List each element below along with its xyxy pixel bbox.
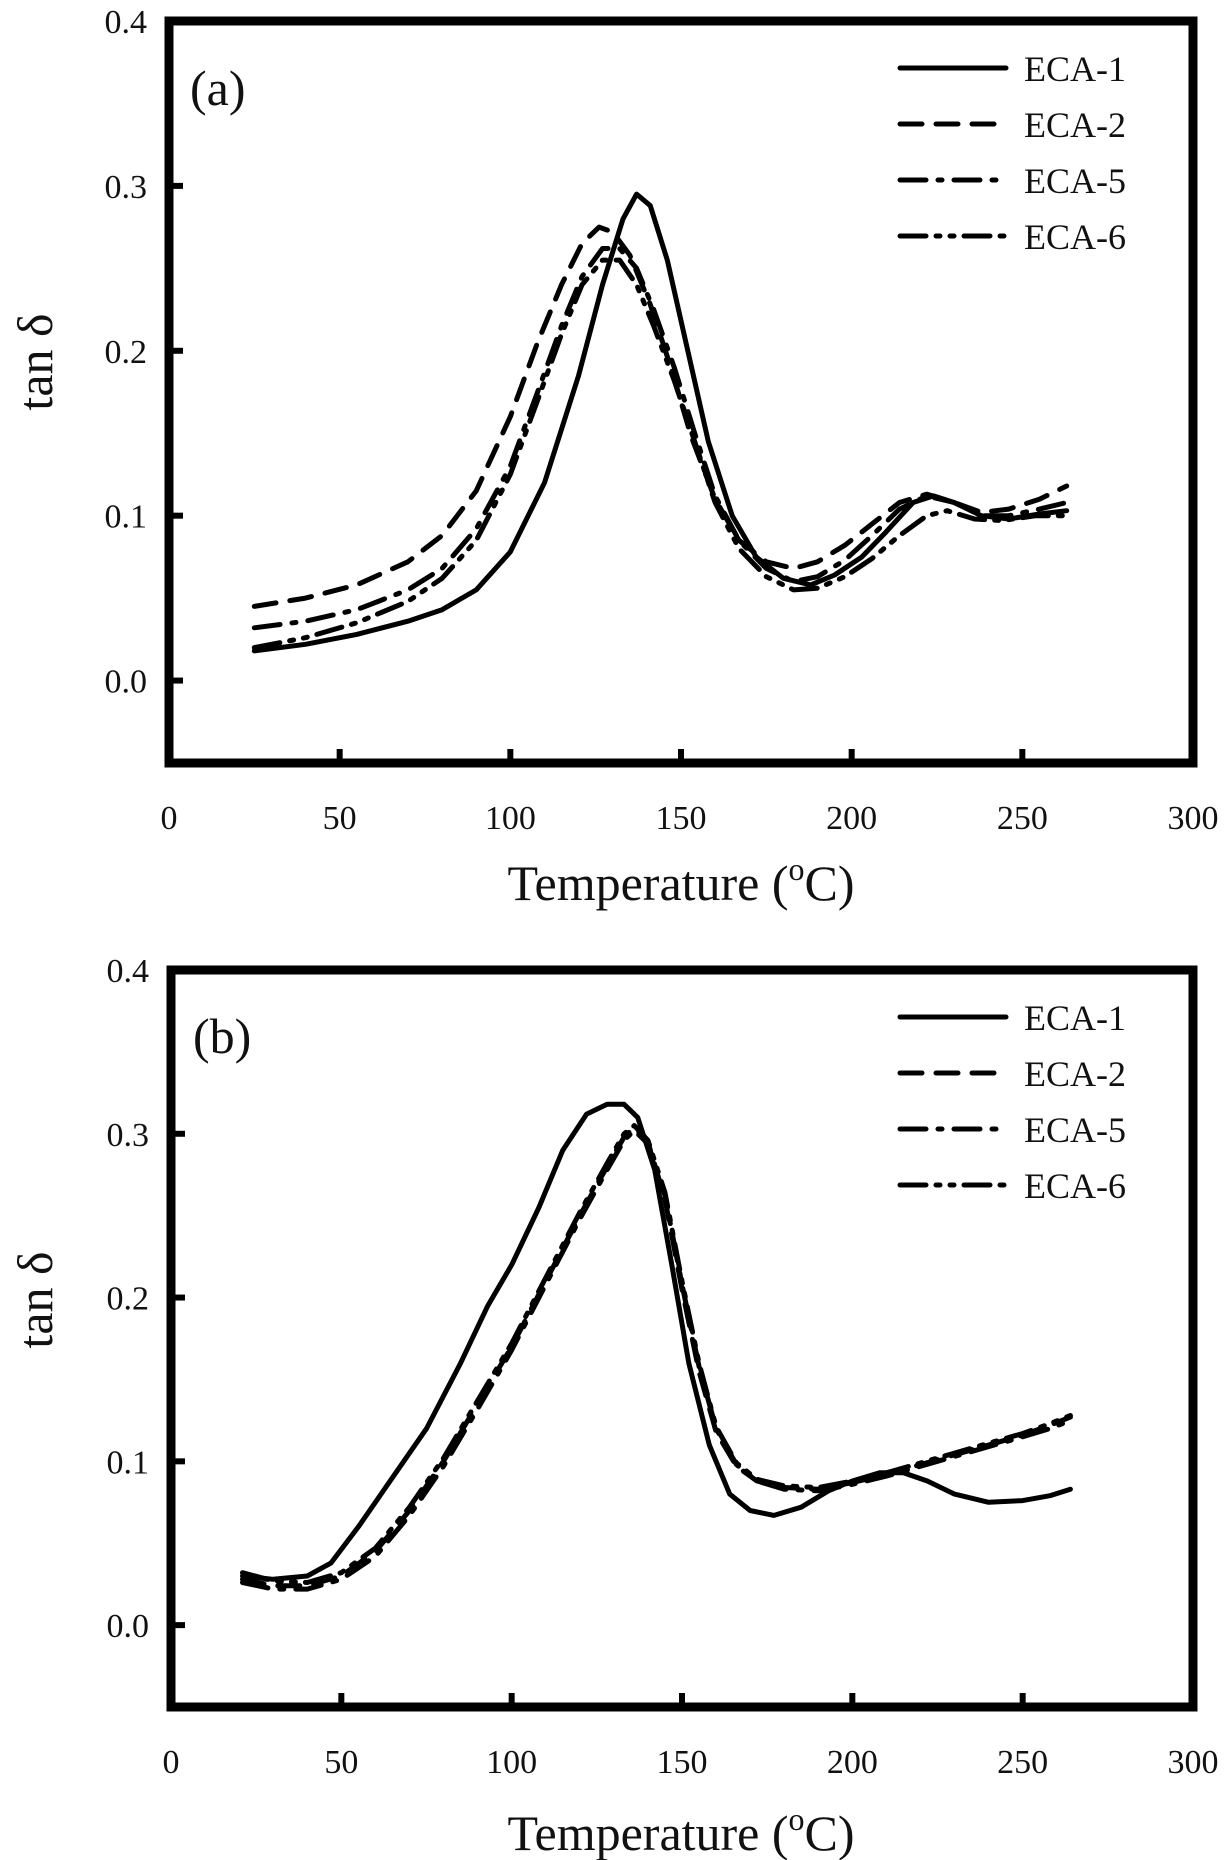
legend-item: ECA-5	[897, 1110, 1126, 1150]
y-tick-label: 0.4	[107, 953, 150, 990]
panel-label: (b)	[193, 1008, 251, 1064]
legend-item: ECA-1	[897, 49, 1126, 89]
x-tick-label: 50	[323, 800, 357, 837]
series-line-eca-5	[240, 1128, 1073, 1592]
legend-item: ECA-2	[897, 1054, 1126, 1094]
legend-item: ECA-5	[897, 161, 1126, 201]
x-tick-label: 150	[656, 800, 707, 837]
x-tick-label: 250	[997, 800, 1048, 837]
legend-item: ECA-6	[897, 217, 1126, 257]
legend-label: ECA-2	[1024, 1054, 1126, 1094]
x-axis-label-end: C)	[805, 1805, 855, 1860]
legend-label: ECA-2	[1024, 105, 1126, 145]
legend: ECA-1 ECA-2 ECA-5 ECA-6	[897, 49, 1126, 257]
x-tick-label: 50	[324, 1744, 358, 1781]
legend-label: ECA-5	[1024, 1110, 1126, 1150]
series-line-eca-1	[240, 1101, 1073, 1582]
x-tick-label: 100	[486, 1744, 537, 1781]
legend-label: ECA-1	[1024, 998, 1126, 1038]
legend-label: ECA-6	[1024, 217, 1126, 257]
legend-label: ECA-5	[1024, 161, 1126, 201]
legend-label: ECA-1	[1024, 49, 1126, 89]
x-tick-label: 300	[1168, 1744, 1219, 1781]
y-tick-label: 0.4	[105, 4, 148, 41]
series-line-eca-2	[251, 224, 1070, 609]
x-tick-label: 0	[163, 1744, 180, 1781]
y-axis-label: tan δ	[7, 1251, 63, 1348]
legend: ECA-1 ECA-2 ECA-5 ECA-6	[897, 998, 1126, 1206]
y-tick-label: 0.2	[105, 334, 148, 371]
y-tick-label: 0.2	[107, 1281, 150, 1318]
panel-label: (a)	[190, 60, 246, 116]
x-tick-label: 150	[657, 1744, 708, 1781]
series-line-eca-6	[251, 257, 1070, 651]
x-axis-label-degree: o	[789, 1801, 805, 1837]
series-line-eca-1	[251, 191, 1070, 654]
y-tick-label: 0.1	[105, 499, 148, 536]
x-tick-label: 250	[997, 1744, 1048, 1781]
x-axis-label-base: Temperature (	[507, 1805, 788, 1860]
y-tick-label: 0.1	[107, 1444, 150, 1481]
y-tick-label: 0.3	[107, 1117, 150, 1154]
panel-b: tan δ Temperature (oC) (b) 0 50 100 150 200 2…	[7, 953, 1219, 1860]
x-axis-label-degree: o	[789, 851, 805, 887]
series-line-eca-6	[240, 1123, 1073, 1585]
legend-item: ECA-1	[897, 998, 1126, 1038]
x-tick-label: 300	[1168, 800, 1219, 837]
x-axis-label: Temperature (oC)	[507, 851, 854, 911]
x-axis-label-base: Temperature (	[507, 855, 788, 911]
y-tick-label: 0.0	[107, 1608, 150, 1645]
legend-item: ECA-6	[897, 1166, 1126, 1206]
y-tick-label: 0.0	[105, 664, 148, 701]
legend-item: ECA-2	[897, 105, 1126, 145]
panel-a: tan δ Temperature (oC) (a) 0 50 100 150 200 2…	[7, 4, 1219, 911]
x-axis-label-end: C)	[805, 855, 855, 911]
x-tick-label: 100	[485, 800, 536, 837]
x-tick-label: 200	[826, 800, 877, 837]
series-line-eca-5	[251, 246, 1070, 631]
y-tick-label: 0.3	[105, 169, 148, 206]
x-tick-label: 0	[161, 800, 178, 837]
y-axis-label: tan δ	[7, 313, 63, 410]
x-axis-label: Temperature (oC)	[507, 1801, 854, 1860]
x-tick-label: 200	[827, 1744, 878, 1781]
legend-label: ECA-6	[1024, 1166, 1126, 1206]
